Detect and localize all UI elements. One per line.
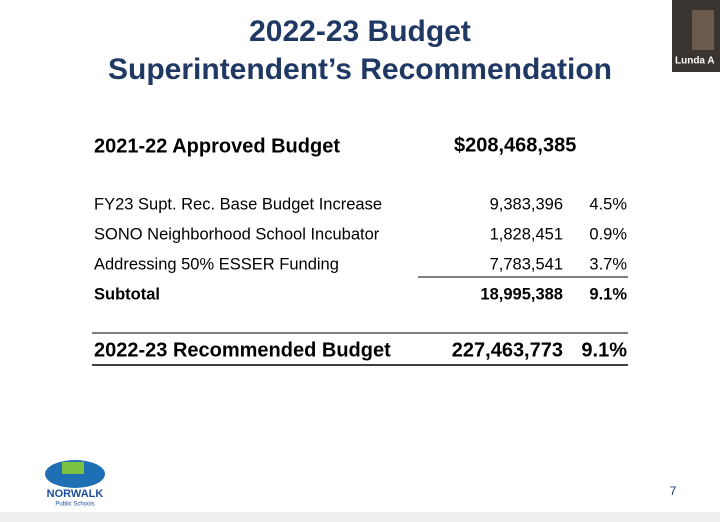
logo: NORWALK Public Schools <box>45 460 105 508</box>
item-percent: 4.5% <box>589 195 627 213</box>
subtotal-percent: 9.1% <box>589 285 627 303</box>
subtotal-label: Subtotal <box>94 285 160 303</box>
logo-shape <box>62 462 84 474</box>
total-amount: 227,463,773 <box>452 339 563 361</box>
item-amount: 9,383,396 <box>490 195 563 213</box>
item-percent: 3.7% <box>589 255 627 273</box>
page-number: 7 <box>670 484 677 498</box>
bottom-bar <box>0 512 720 522</box>
item-amount: 1,828,451 <box>490 225 563 243</box>
item-label: FY23 Supt. Rec. Base Budget Increase <box>94 195 382 213</box>
item-label: Addressing 50% ESSER Funding <box>94 255 339 273</box>
approved-label: 2021-22 Approved Budget <box>94 135 340 157</box>
logo-subtitle: Public Schools <box>55 502 94 508</box>
logo-name: NORWALK <box>47 488 104 500</box>
item-label: SONO Neighborhood School Incubator <box>94 225 380 243</box>
approved-amount: $208,468,385 <box>454 134 576 156</box>
total-percent: 9.1% <box>581 339 627 361</box>
participant-name: Lunda A <box>675 56 715 67</box>
title-line: 2022-23 Budget <box>249 15 471 48</box>
item-amount: 7,783,541 <box>490 255 563 273</box>
item-percent: 0.9% <box>589 225 627 243</box>
subtotal-amount: 18,995,388 <box>480 285 563 303</box>
total-label: 2022-23 Recommended Budget <box>94 339 391 361</box>
title-line: Superintendent’s Recommendation <box>108 53 612 86</box>
participant-figure <box>692 10 714 50</box>
